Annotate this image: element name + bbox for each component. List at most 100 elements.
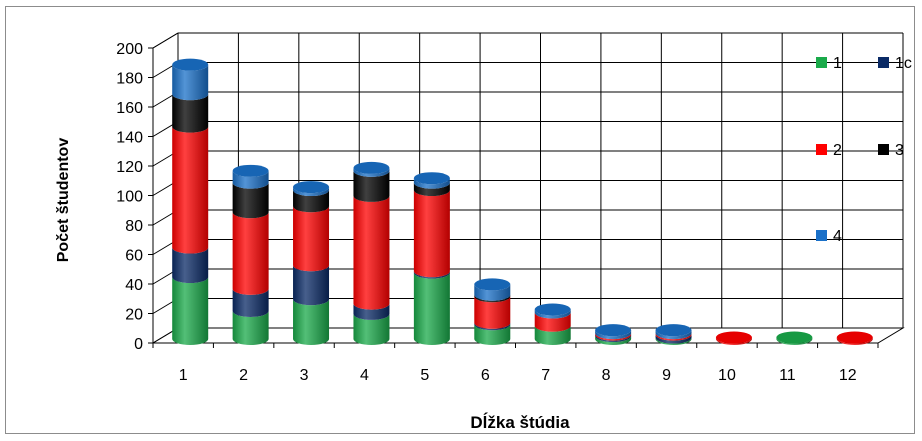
x-tick-label: 5 xyxy=(420,367,429,384)
x-axis-title: Dĺžka štúdia xyxy=(470,412,570,432)
bar-stack-10 xyxy=(715,331,752,345)
bar-segment xyxy=(293,190,330,213)
bar-segment xyxy=(534,312,571,332)
y-tick-label: 0 xyxy=(134,336,143,353)
bar-segment xyxy=(353,170,390,202)
bar-cap xyxy=(595,324,632,337)
x-tick-label: 2 xyxy=(239,367,248,384)
bar-segment xyxy=(474,296,511,329)
legend: 1 1c 2 3 4 xyxy=(816,55,912,245)
bar-segment xyxy=(655,337,692,345)
bar-cap xyxy=(172,58,209,71)
bar-segment xyxy=(232,212,269,295)
legend-swatch xyxy=(816,144,827,155)
x-tick-label: 9 xyxy=(662,367,671,384)
bar-segment xyxy=(172,247,209,284)
bar-segment xyxy=(353,303,390,320)
y-tick-label: 80 xyxy=(125,218,143,235)
bar-segment xyxy=(595,334,632,343)
x-tick-label: 1 xyxy=(179,367,188,384)
bar-segment xyxy=(353,195,390,310)
y-tick-label: 200 xyxy=(116,41,143,58)
bar-cap xyxy=(474,278,511,291)
bar-segment xyxy=(172,64,209,101)
bar-stack-9 xyxy=(655,324,692,345)
bar-segment xyxy=(836,337,873,345)
bar-segment xyxy=(474,294,511,303)
bar-segment xyxy=(293,187,330,197)
bar-segment xyxy=(413,271,450,279)
bar-stack-6 xyxy=(474,278,511,345)
bar-segment xyxy=(293,265,330,306)
axes-labels: Počet študentov Dĺžka štúdia xyxy=(55,138,570,432)
x-tick-label: 10 xyxy=(718,367,736,384)
bar-segment xyxy=(655,334,692,344)
bar-segment xyxy=(595,336,632,345)
legend-label: 2 xyxy=(833,142,842,159)
bar-segment xyxy=(172,126,209,254)
bar-stack-7 xyxy=(534,303,571,345)
bar-stack-4 xyxy=(353,161,390,345)
y-tick-label: 140 xyxy=(116,130,143,147)
bar-cap xyxy=(655,324,692,337)
legend-label: 4 xyxy=(833,228,842,245)
y-tick-label: 100 xyxy=(116,189,143,206)
bar-segment xyxy=(353,313,390,345)
bar-segment xyxy=(413,178,450,189)
bar-segment xyxy=(232,310,269,345)
bar-segment xyxy=(232,170,269,189)
bar-cap xyxy=(293,181,330,194)
bar-segment xyxy=(293,206,330,272)
bar-segment xyxy=(232,288,269,317)
bar-segment xyxy=(413,182,450,197)
legend-swatch xyxy=(878,144,889,155)
bar-stack-2 xyxy=(232,164,269,345)
y-tick-label: 20 xyxy=(125,307,143,324)
bar-segment xyxy=(595,333,632,341)
bar-cap xyxy=(776,331,813,344)
y-tick-label: 40 xyxy=(125,277,143,294)
bar-stack-5 xyxy=(413,172,450,345)
legend-label: 3 xyxy=(895,142,904,159)
bar-segment xyxy=(534,325,571,345)
bar-stack-12 xyxy=(836,331,873,345)
bar-segment xyxy=(232,182,269,219)
bars: 1 2 3 4 5 6 7 8 9 10 11 12 xyxy=(172,58,873,384)
bar-segment xyxy=(172,94,209,133)
bar-stack-11 xyxy=(776,331,813,345)
bar-segment xyxy=(172,277,209,345)
bar-segment xyxy=(474,284,511,301)
legend-label: 1 xyxy=(833,55,842,72)
y-tick-label: 160 xyxy=(116,100,143,117)
y-tick-label: 60 xyxy=(125,248,143,265)
x-tick-label: 6 xyxy=(481,367,490,384)
bar-cap xyxy=(413,172,450,185)
legend-swatch xyxy=(878,57,889,68)
bar-segment xyxy=(655,333,692,341)
x-tick-label: 3 xyxy=(300,367,309,384)
x-tick-label: 4 xyxy=(360,367,369,384)
x-tick-label: 12 xyxy=(839,367,857,384)
bar-segment xyxy=(413,190,450,278)
legend-label: 1c xyxy=(895,55,912,72)
bar-segment xyxy=(776,337,813,345)
bar-segment xyxy=(293,299,330,345)
bar-cap xyxy=(232,164,269,177)
y-tick-label: 180 xyxy=(116,71,143,88)
bar-stack-1 xyxy=(172,58,209,345)
legend-swatch xyxy=(816,57,827,68)
bar-segment xyxy=(715,337,752,345)
x-tick-label: 11 xyxy=(779,367,796,384)
x-tick-label: 8 xyxy=(602,367,611,384)
bar-cap xyxy=(353,161,390,174)
y-axis-title: Počet študentov xyxy=(55,138,72,263)
bar-segment xyxy=(413,272,450,345)
legend-swatch xyxy=(816,230,827,241)
bar-cap xyxy=(534,303,571,316)
bar-cap xyxy=(715,331,752,344)
bar-segment xyxy=(474,322,511,331)
bar-stack-3 xyxy=(293,181,330,345)
bar-segment xyxy=(534,309,571,319)
y-tick-label: 120 xyxy=(116,159,143,176)
